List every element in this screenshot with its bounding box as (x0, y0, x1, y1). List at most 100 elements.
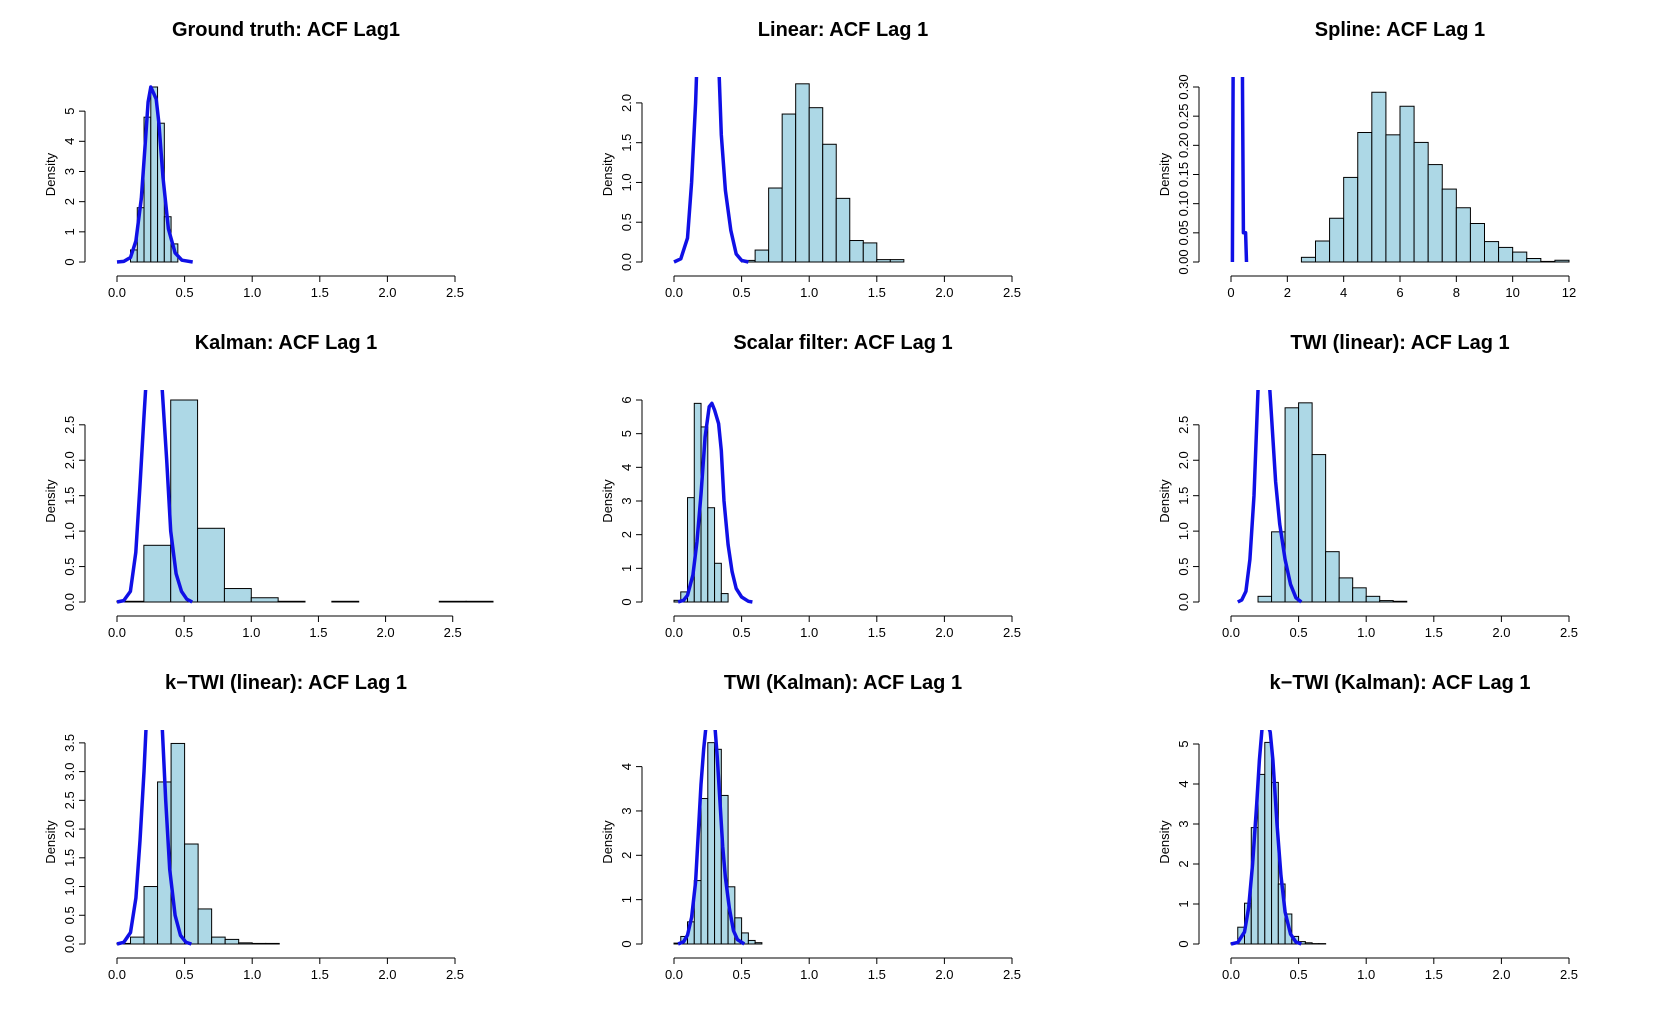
density-curve (673, 77, 749, 264)
histogram-bar (889, 259, 905, 263)
histogram-bar (238, 942, 253, 945)
histogram-bar (754, 249, 770, 263)
histogram-bars (1257, 402, 1408, 603)
y-tick-label: 3 (619, 807, 634, 814)
histogram-bar (265, 942, 280, 945)
y-axis-label: Density (600, 820, 615, 864)
panel-title: Ground truth: ACF Lag1 (172, 19, 400, 41)
y-tick-label: 1.0 (619, 173, 634, 191)
histogram-bar (331, 600, 360, 603)
y-axis-label: Density (43, 820, 58, 864)
panel-6: TWI (linear): ACF Lag 1 Density 0.0 0.5 1.0 1… (1157, 332, 1578, 640)
x-tick-label: 0.0 (108, 285, 126, 300)
x-tick-label: 1.5 (1425, 967, 1443, 982)
x-tick-label: 2.5 (1003, 285, 1021, 300)
histogram-bar (1455, 207, 1471, 263)
x-tick-label: 1.0 (1357, 967, 1375, 982)
histogram-bar (1379, 600, 1394, 603)
histogram-bar (184, 843, 199, 945)
x-tick-label: 2.0 (378, 285, 396, 300)
panel-1: Ground truth: ACF Lag1 Density 0.0 0.5 1.0 1.… (43, 19, 464, 300)
y-tick-label: 1.0 (62, 522, 77, 540)
histogram-bar (170, 742, 186, 945)
histogram-bar (197, 527, 225, 603)
y-tick-label: 3.0 (62, 763, 77, 781)
x-tick-label: 2 (1284, 285, 1291, 300)
histogram-bar (1498, 246, 1514, 263)
histogram-bars (1300, 91, 1570, 263)
histogram-bar (754, 942, 763, 945)
y-tick-label: 0.0 (62, 593, 77, 611)
histogram-bar (707, 742, 716, 945)
histogram-bar (1441, 188, 1457, 263)
y-tick-label: 2 (619, 531, 634, 538)
histogram-bar (849, 240, 864, 263)
y-tick-label: 0 (1176, 940, 1191, 947)
y-tick-label: 0 (619, 940, 634, 947)
x-tick-label: 12 (1562, 285, 1576, 300)
histogram-bar (1311, 454, 1327, 603)
histogram-bar (143, 544, 172, 603)
y-tick-label: 2.5 (62, 416, 77, 434)
y-tick-label: 2 (619, 852, 634, 859)
histogram-bar (1392, 600, 1408, 603)
x-tick-label: 0 (1227, 285, 1234, 300)
x-tick-label: 1.0 (800, 625, 818, 640)
y-axis-label: Density (43, 152, 58, 196)
y-tick-label: 0 (62, 258, 77, 265)
histogram-bar (1325, 551, 1340, 603)
y-tick-label: 2.0 (1176, 451, 1191, 469)
y-tick-label: 2.0 (619, 94, 634, 112)
y-axis-label: Density (600, 479, 615, 523)
histogram-bar (1512, 251, 1528, 263)
histogram-bar (1540, 260, 1556, 263)
x-tick-label: 6 (1396, 285, 1403, 300)
y-tick-label: 6 (619, 396, 634, 403)
y-tick-label: 1.5 (62, 487, 77, 505)
y-tick-label: 2.0 (62, 451, 77, 469)
x-tick-label: 0.0 (108, 967, 126, 982)
y-tick-label: 1 (1176, 900, 1191, 907)
histogram-bar (1352, 587, 1367, 603)
x-tick-label: 1.5 (309, 625, 327, 640)
y-tick-label: 1 (619, 565, 634, 572)
histogram-bar (835, 197, 851, 263)
x-tick-label: 2.5 (446, 285, 464, 300)
x-tick-label: 1.5 (868, 285, 886, 300)
y-axis-label: Density (43, 479, 58, 523)
y-tick-label: 2.5 (62, 791, 77, 809)
panel-title: Scalar filter: ACF Lag 1 (733, 332, 952, 354)
panel-title: TWI (Kalman): ACF Lag 1 (724, 672, 962, 694)
x-tick-label: 2.0 (935, 285, 953, 300)
x-tick-label: 2.5 (1560, 625, 1578, 640)
x-tick-label: 10 (1505, 285, 1519, 300)
histogram-bar (211, 936, 226, 945)
histogram-bar (1427, 164, 1443, 263)
panel-title: k−TWI (Kalman): ACF Lag 1 (1270, 672, 1531, 694)
histogram-bar (1264, 741, 1273, 945)
x-tick-label: 1.0 (242, 625, 260, 640)
histogram-bar (1329, 217, 1345, 263)
y-tick-label: 0.5 (1176, 558, 1191, 576)
density-curve (116, 730, 192, 946)
y-tick-label: 3 (619, 497, 634, 504)
x-tick-label: 8 (1453, 285, 1460, 300)
x-tick-label: 0.0 (665, 285, 683, 300)
histogram-bar (130, 936, 145, 945)
histogram-bar (1257, 595, 1273, 603)
y-tick-label: 5 (619, 430, 634, 437)
x-tick-label: 0.5 (176, 285, 194, 300)
x-tick-label: 2.5 (1560, 967, 1578, 982)
x-tick-label: 0.0 (1222, 967, 1240, 982)
x-tick-label: 0.5 (1290, 625, 1308, 640)
y-tick-label: 0.0 (619, 253, 634, 271)
x-tick-label: 2.0 (935, 967, 953, 982)
histogram-bars (741, 83, 905, 263)
x-tick-label: 2.5 (446, 967, 464, 982)
histogram-bar (714, 562, 722, 603)
x-tick-label: 0.5 (733, 625, 751, 640)
density-curve (1236, 390, 1303, 604)
y-tick-label: 2.5 (1176, 416, 1191, 434)
y-tick-label: 0.05 (1176, 220, 1191, 245)
